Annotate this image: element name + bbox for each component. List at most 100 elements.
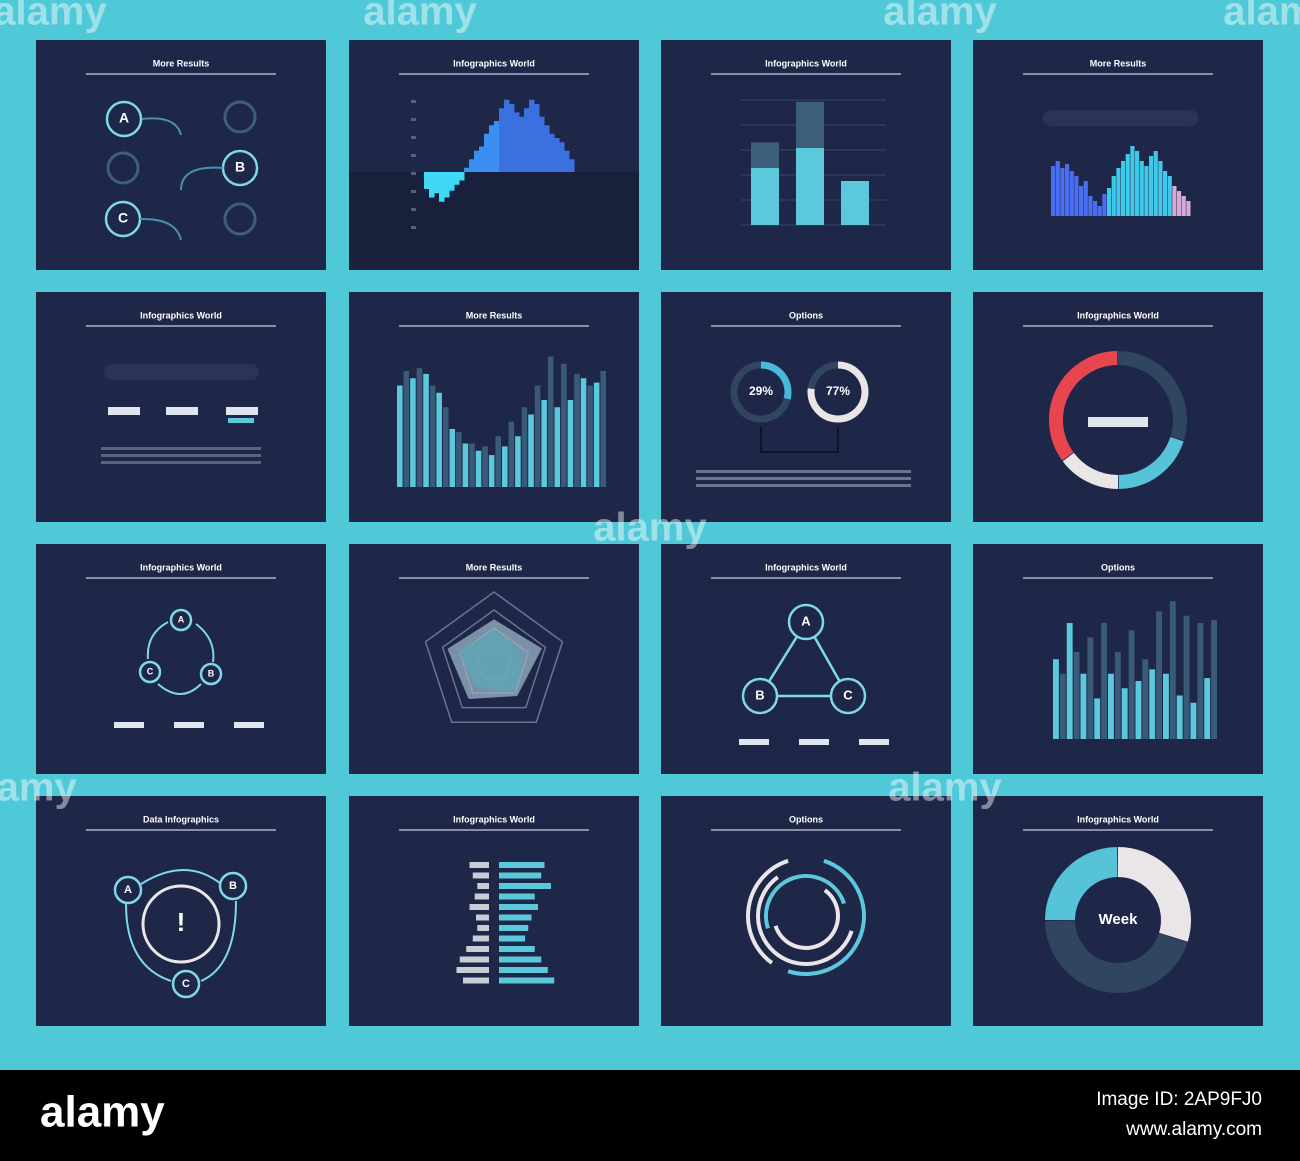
hbar: [499, 862, 545, 868]
ring-arc: [764, 874, 846, 929]
node-label: A: [119, 110, 129, 126]
ring-arc: [756, 875, 854, 966]
hbar: [466, 946, 489, 952]
icon-circle: [223, 202, 257, 236]
hbar: [499, 914, 532, 921]
donut-segment: [1117, 847, 1191, 942]
hbar: [499, 925, 529, 931]
bar: [1163, 673, 1169, 739]
arrow: [139, 217, 182, 241]
area-column: [524, 108, 530, 172]
area-column: [424, 172, 430, 189]
axis-dot: [411, 208, 416, 211]
node-circle: [221, 149, 259, 187]
area-column: [444, 172, 450, 198]
hbar: [499, 883, 551, 889]
card: More Results: [349, 292, 639, 522]
card-title: More Results: [466, 310, 523, 320]
radar-slice: [477, 664, 516, 694]
bar: [403, 371, 410, 487]
card-title: Infographics World: [1077, 310, 1159, 320]
bar: [587, 385, 593, 487]
hist-bar: [1125, 154, 1130, 216]
bar: [1176, 695, 1183, 739]
hbar: [456, 967, 489, 973]
axis-dot: [411, 226, 416, 229]
hbar: [499, 977, 555, 984]
radar-slice: [458, 652, 494, 688]
card-title: Options: [789, 814, 823, 824]
area-column: [544, 125, 550, 172]
card-title: More Results: [466, 562, 523, 572]
bar: [462, 443, 469, 487]
bar: [1197, 623, 1204, 739]
area-column: [504, 99, 510, 172]
area-column: [479, 146, 485, 172]
node-label: C: [118, 210, 128, 226]
bar: [541, 400, 547, 487]
node-circle: [113, 875, 143, 905]
ring-arc: [787, 858, 866, 976]
area-column: [484, 133, 490, 172]
donut-arc: [760, 361, 792, 400]
node-label: A: [124, 884, 132, 896]
bar: [1128, 630, 1135, 739]
hbar: [472, 872, 489, 879]
center-mark: !: [177, 907, 186, 937]
hist-bar: [1079, 186, 1084, 216]
hbar: [469, 862, 489, 868]
footer-url: www.alamy.com: [1125, 1119, 1262, 1140]
bar: [1135, 681, 1142, 739]
hist-bar: [1149, 156, 1154, 216]
bar-top: [751, 142, 779, 168]
hist-bar: [1107, 188, 1112, 216]
area-column: [554, 138, 560, 172]
watermark: alamy: [0, 766, 77, 810]
card-title: Infographics World: [140, 562, 222, 572]
area-column: [439, 172, 445, 202]
donut-segment: [1045, 919, 1188, 993]
node-label: C: [843, 687, 853, 702]
stat: [174, 722, 204, 728]
radar-grid: [424, 591, 564, 723]
bar: [508, 421, 515, 487]
area-column: [499, 108, 505, 172]
hbar: [472, 935, 489, 942]
hist-bar: [1139, 161, 1144, 216]
node-circle: [741, 677, 779, 715]
hist-bar: [1111, 176, 1116, 216]
text-line: [101, 461, 261, 464]
area-column: [539, 116, 545, 172]
watermark: alamy: [593, 506, 707, 550]
bar: [528, 414, 534, 487]
area-column: [494, 121, 500, 172]
bar: [475, 450, 482, 487]
node-circle: [829, 677, 867, 715]
card: Options: [973, 544, 1263, 774]
donut-segment: [1045, 847, 1119, 921]
node-label: A: [178, 614, 185, 624]
area-column: [549, 133, 555, 172]
bar: [567, 400, 574, 487]
bar-top: [796, 101, 824, 148]
radar-slice: [494, 629, 525, 664]
hist-bar: [1144, 166, 1149, 216]
bar: [1183, 615, 1190, 739]
node-label: C: [147, 666, 154, 676]
bar: [574, 373, 580, 487]
hist-bar: [1074, 176, 1079, 216]
center-circle: [141, 884, 221, 964]
card: Data Infographics A B C!: [36, 796, 326, 1026]
bar: [502, 446, 508, 487]
axis-dot: [411, 100, 416, 103]
ring-arc: [773, 888, 840, 950]
bar: [1190, 702, 1197, 739]
card-title: Infographics World: [140, 310, 222, 320]
card-title: Infographics World: [453, 814, 535, 824]
node-circle: [218, 871, 248, 901]
bar: [593, 382, 600, 487]
bar: [1114, 652, 1121, 739]
node-label: B: [208, 668, 215, 678]
bar: [469, 443, 475, 487]
donut-center: Week: [1099, 911, 1139, 928]
